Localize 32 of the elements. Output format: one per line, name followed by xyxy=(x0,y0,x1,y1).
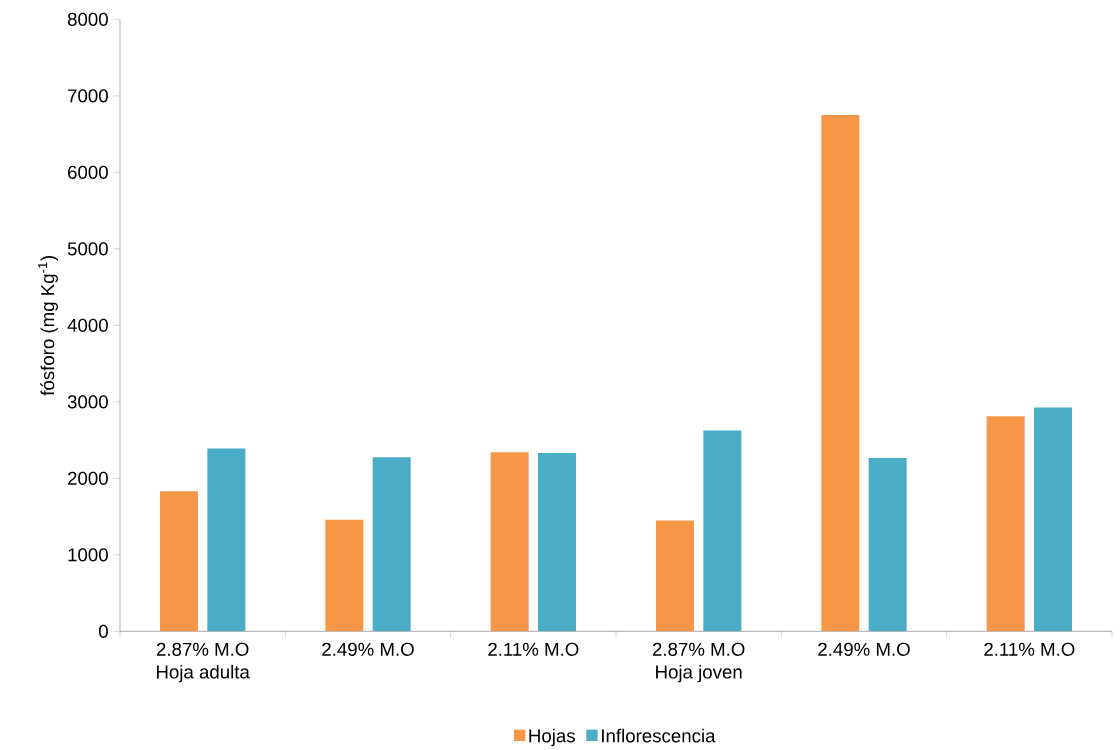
bar xyxy=(207,448,246,632)
y-tick-label: 0 xyxy=(98,624,108,638)
bar xyxy=(868,458,907,632)
x-tick-label: 2.49% M.O xyxy=(818,642,910,656)
y-tick-label: 7000 xyxy=(68,89,108,103)
y-tick-label: 8000 xyxy=(67,12,108,26)
x-tick-label: 2.87% M.O xyxy=(156,642,249,656)
x-tick-label: 2.49% M.O xyxy=(322,642,414,656)
y-tick-label: 4000 xyxy=(67,318,108,332)
bar xyxy=(538,453,576,632)
text: Hoja joven xyxy=(656,664,742,683)
bar xyxy=(821,114,860,632)
y-tick-label: 6000 xyxy=(68,165,108,179)
bar xyxy=(656,520,695,632)
legend-label: Hojas xyxy=(529,728,575,747)
x-tick-label: 2.87% M.O xyxy=(652,642,745,656)
bar xyxy=(1034,407,1072,632)
bar xyxy=(160,491,198,632)
y-tick-label: 3000 xyxy=(67,395,108,409)
text: Hoja adulta xyxy=(156,664,250,683)
x-tick-label: 2.11% M.O xyxy=(984,642,1075,656)
legend-label: Inflorescencia xyxy=(602,728,716,743)
bar xyxy=(325,519,364,632)
bar xyxy=(372,457,411,632)
y-tick-label: 1000 xyxy=(68,548,108,562)
y-axis-title: fósforo (mg Kg$^{-1}$) xyxy=(38,256,58,396)
x-tick-label: 2.11% M.O xyxy=(488,642,579,656)
bar xyxy=(986,416,1025,632)
bar xyxy=(703,430,742,632)
y-tick-label: 5000 xyxy=(67,242,108,256)
bar xyxy=(490,452,529,632)
y-tick-label: 2000 xyxy=(68,471,108,485)
